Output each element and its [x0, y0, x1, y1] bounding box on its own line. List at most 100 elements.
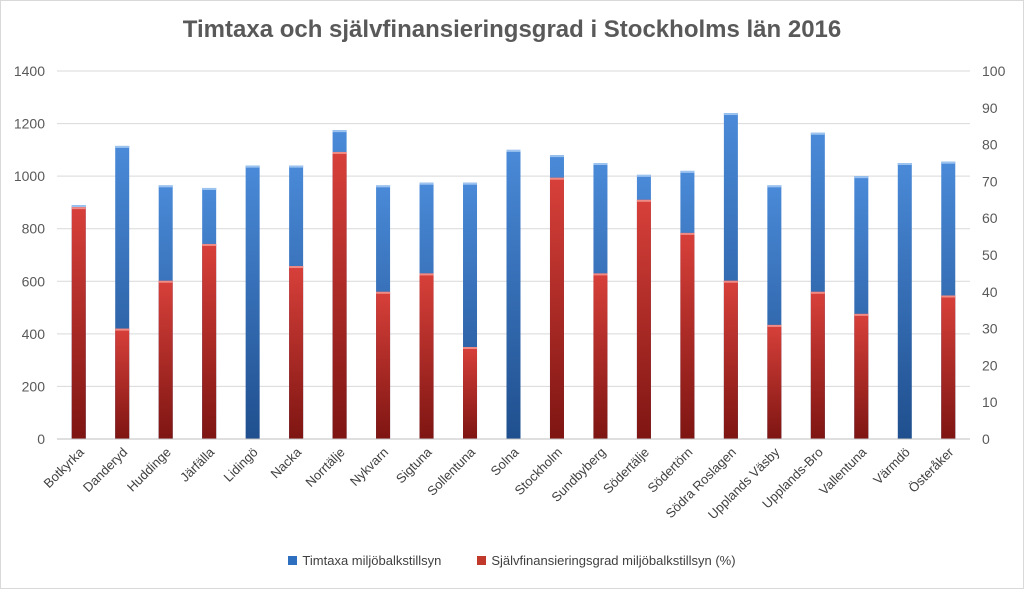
- y-right-tick-label: 40: [982, 284, 998, 300]
- x-tick-label: Vallentuna: [816, 444, 870, 498]
- bar-sjalvfin-cap-11: [549, 177, 564, 180]
- bar-timtaxa-cap-1: [115, 145, 130, 148]
- x-tick-label: Sigtuna: [393, 444, 435, 486]
- bar-sjalvfin-3: [202, 243, 217, 439]
- y-left-tick-label: 400: [22, 326, 46, 342]
- bar-sjalvfin-cap-6: [332, 151, 347, 154]
- y-right-tick-label: 80: [982, 137, 998, 153]
- x-tick-label: Lidingö: [221, 445, 261, 485]
- bar-timtaxa-cap-3: [202, 187, 217, 190]
- y-left-tick-label: 1400: [14, 63, 45, 79]
- bar-sjalvfin-cap-9: [463, 347, 478, 349]
- bar-sjalvfin-18: [854, 313, 869, 439]
- bar-sjalvfin-cap-1: [115, 328, 130, 331]
- bar-sjalvfin-cap-3: [202, 243, 217, 246]
- bar-sjalvfin-cap-13: [636, 199, 651, 202]
- y-left-tick-label: 1000: [14, 168, 45, 184]
- bar-timtaxa-cap-6: [332, 130, 347, 133]
- chart-title: Timtaxa och självfinansieringsgrad i Sto…: [182, 16, 842, 43]
- x-tick-label: Södertälje: [600, 445, 652, 497]
- bar-sjalvfin-cap-7: [376, 291, 391, 294]
- y-right-tick-label: 30: [982, 321, 998, 337]
- bar-timtaxa-cap-10: [506, 149, 521, 152]
- bar-sjalvfin-6: [332, 151, 347, 439]
- y-right-tick-label: 90: [982, 100, 998, 116]
- x-tick-label: Järfälla: [177, 444, 218, 485]
- bar-timtaxa-10: [506, 149, 521, 439]
- x-tick-label: Nacka: [268, 444, 305, 481]
- bar-sjalvfin-cap-5: [289, 266, 304, 269]
- bar-timtaxa-cap-15: [723, 113, 738, 116]
- bar-sjalvfin-0: [71, 207, 86, 439]
- bar-timtaxa-cap-11: [549, 155, 564, 158]
- x-tick-label: Huddinge: [124, 445, 174, 495]
- bar-sjalvfin-cap-8: [419, 273, 434, 276]
- x-tick-label: Sollentuna: [424, 444, 479, 499]
- legend-label-sjalvfinansieringsgrad: Självfinansieringsgrad miljöbalkstillsyn…: [491, 553, 736, 568]
- x-tick-label: Österåker: [905, 444, 956, 495]
- bar-sjalvfin-cap-14: [680, 232, 695, 235]
- y-right-tick-label: 10: [982, 394, 998, 410]
- bar-timtaxa-19: [897, 163, 912, 439]
- y-right-tick-label: 20: [982, 357, 998, 373]
- x-tick-label: Solna: [488, 444, 523, 479]
- legend-item-timtaxa: Timtaxa miljöbalkstillsyn: [288, 553, 441, 568]
- bar-sjalvfin-9: [463, 347, 478, 439]
- bar-sjalvfin-cap-17: [810, 291, 825, 294]
- bar-sjalvfin-16: [767, 324, 782, 439]
- bar-sjalvfin-cap-0: [71, 207, 86, 210]
- x-tick-label: Värmdö: [870, 445, 913, 488]
- bar-sjalvfin-5: [289, 266, 304, 439]
- bar-sjalvfin-cap-2: [158, 280, 173, 283]
- bar-sjalvfin-11: [549, 177, 564, 439]
- bar-timtaxa-cap-20: [941, 161, 956, 164]
- bar-timtaxa-cap-14: [680, 170, 695, 173]
- bar-timtaxa-cap-7: [376, 185, 391, 188]
- bar-timtaxa-cap-4: [245, 165, 260, 168]
- bar-timtaxa-cap-5: [289, 165, 304, 168]
- bar-timtaxa-cap-0: [71, 205, 86, 208]
- bar-timtaxa-cap-2: [158, 185, 173, 188]
- y-left-tick-label: 0: [37, 431, 45, 447]
- legend-swatch-blue: [288, 556, 298, 565]
- bar-timtaxa-cap-12: [593, 163, 608, 165]
- x-tick-label: Norrtälje: [302, 445, 347, 490]
- y-right-tick-label: 0: [982, 431, 990, 447]
- y-left-tick-label: 200: [22, 378, 46, 394]
- bar-sjalvfin-cap-12: [593, 273, 608, 276]
- bar-timtaxa-cap-9: [463, 182, 478, 185]
- bar-timtaxa-cap-8: [419, 182, 434, 185]
- legend-swatch-red: [477, 556, 487, 565]
- bars: [71, 113, 956, 440]
- y-left-tick-label: 600: [22, 273, 46, 289]
- bar-sjalvfin-15: [723, 280, 738, 439]
- legend: Timtaxa miljöbalkstillsyn Självfinansier…: [0, 553, 1024, 568]
- bar-sjalvfin-cap-15: [723, 280, 738, 283]
- bar-sjalvfin-2: [158, 280, 173, 439]
- y-right-tick-label: 100: [982, 63, 1006, 79]
- x-tick-label: Danderyd: [80, 445, 130, 495]
- bar-timtaxa-cap-18: [854, 176, 869, 179]
- y-left-tick-label: 1200: [14, 116, 45, 132]
- bar-timtaxa-cap-19: [897, 163, 912, 165]
- bar-timtaxa-cap-16: [767, 185, 782, 188]
- bar-sjalvfin-8: [419, 273, 434, 439]
- bar-timtaxa-cap-17: [810, 132, 825, 135]
- legend-item-sjalvfinansieringsgrad: Självfinansieringsgrad miljöbalkstillsyn…: [477, 553, 736, 568]
- bar-sjalvfin-7: [376, 291, 391, 439]
- bar-sjalvfin-1: [115, 328, 130, 439]
- bar-timtaxa-cap-13: [636, 174, 651, 177]
- y-right-tick-label: 60: [982, 210, 998, 226]
- bar-sjalvfin-cap-20: [941, 295, 956, 298]
- y-right-tick-label: 50: [982, 247, 998, 263]
- bar-sjalvfin-cap-18: [854, 313, 869, 316]
- bar-sjalvfin-17: [810, 291, 825, 439]
- legend-label-timtaxa: Timtaxa miljöbalkstillsyn: [302, 553, 442, 568]
- bar-sjalvfin-13: [636, 199, 651, 439]
- bar-sjalvfin-14: [680, 232, 695, 439]
- bar-sjalvfin-12: [593, 273, 608, 439]
- bar-sjalvfin-20: [941, 295, 956, 439]
- bar-sjalvfin-cap-16: [767, 324, 782, 327]
- bar-timtaxa-4: [245, 165, 260, 439]
